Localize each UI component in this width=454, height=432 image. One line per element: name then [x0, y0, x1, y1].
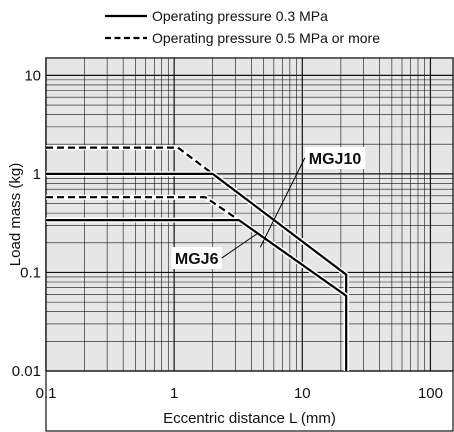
annotation-box-mgj10 — [304, 146, 366, 169]
plot-area — [46, 58, 453, 371]
series-group — [46, 145, 349, 371]
grid — [45, 57, 454, 372]
series-line-mgj6-dashed — [46, 196, 240, 222]
y-tick-label: 10 — [24, 67, 41, 84]
x-tick-label: 0.1 — [36, 385, 57, 402]
y-tick-label: 0.1 — [20, 264, 41, 281]
legend: Operating pressure 0.3 MPa Operating pres… — [105, 8, 380, 46]
x-tick-label: 1 — [170, 385, 178, 402]
annotation-box-mgj6 — [171, 247, 222, 270]
legend-label-dashed: Operating pressure 0.5 MPa or more — [152, 30, 380, 46]
y-tick-label: 0.01 — [12, 363, 41, 380]
plot-background — [45, 57, 454, 432]
plot-border — [45, 57, 454, 372]
legend-label-solid: Operating pressure 0.3 MPa — [152, 8, 328, 24]
x-axis-label: Eccentric distance L (mm) — [163, 410, 336, 427]
annotations: MGJ10 MGJ6 — [171, 146, 366, 270]
x-tick-label: 100 — [418, 385, 443, 402]
y-axis-label: Load mass (kg) — [7, 163, 24, 266]
series-line-mgj6-solid — [46, 219, 348, 371]
x-tick-label: 10 — [294, 385, 311, 402]
y-tick-label: 1 — [33, 166, 41, 183]
tick-labels: 0.1 1 10 100 0.01 0.1 1 10 — [12, 67, 443, 402]
annotation-leader-mgj10 — [259, 157, 306, 248]
annotation-leader-mgj6 — [221, 232, 259, 259]
annotation-label-mgj6: MGJ6 — [175, 251, 219, 268]
annotation-label-mgj10: MGJ10 — [309, 151, 362, 168]
